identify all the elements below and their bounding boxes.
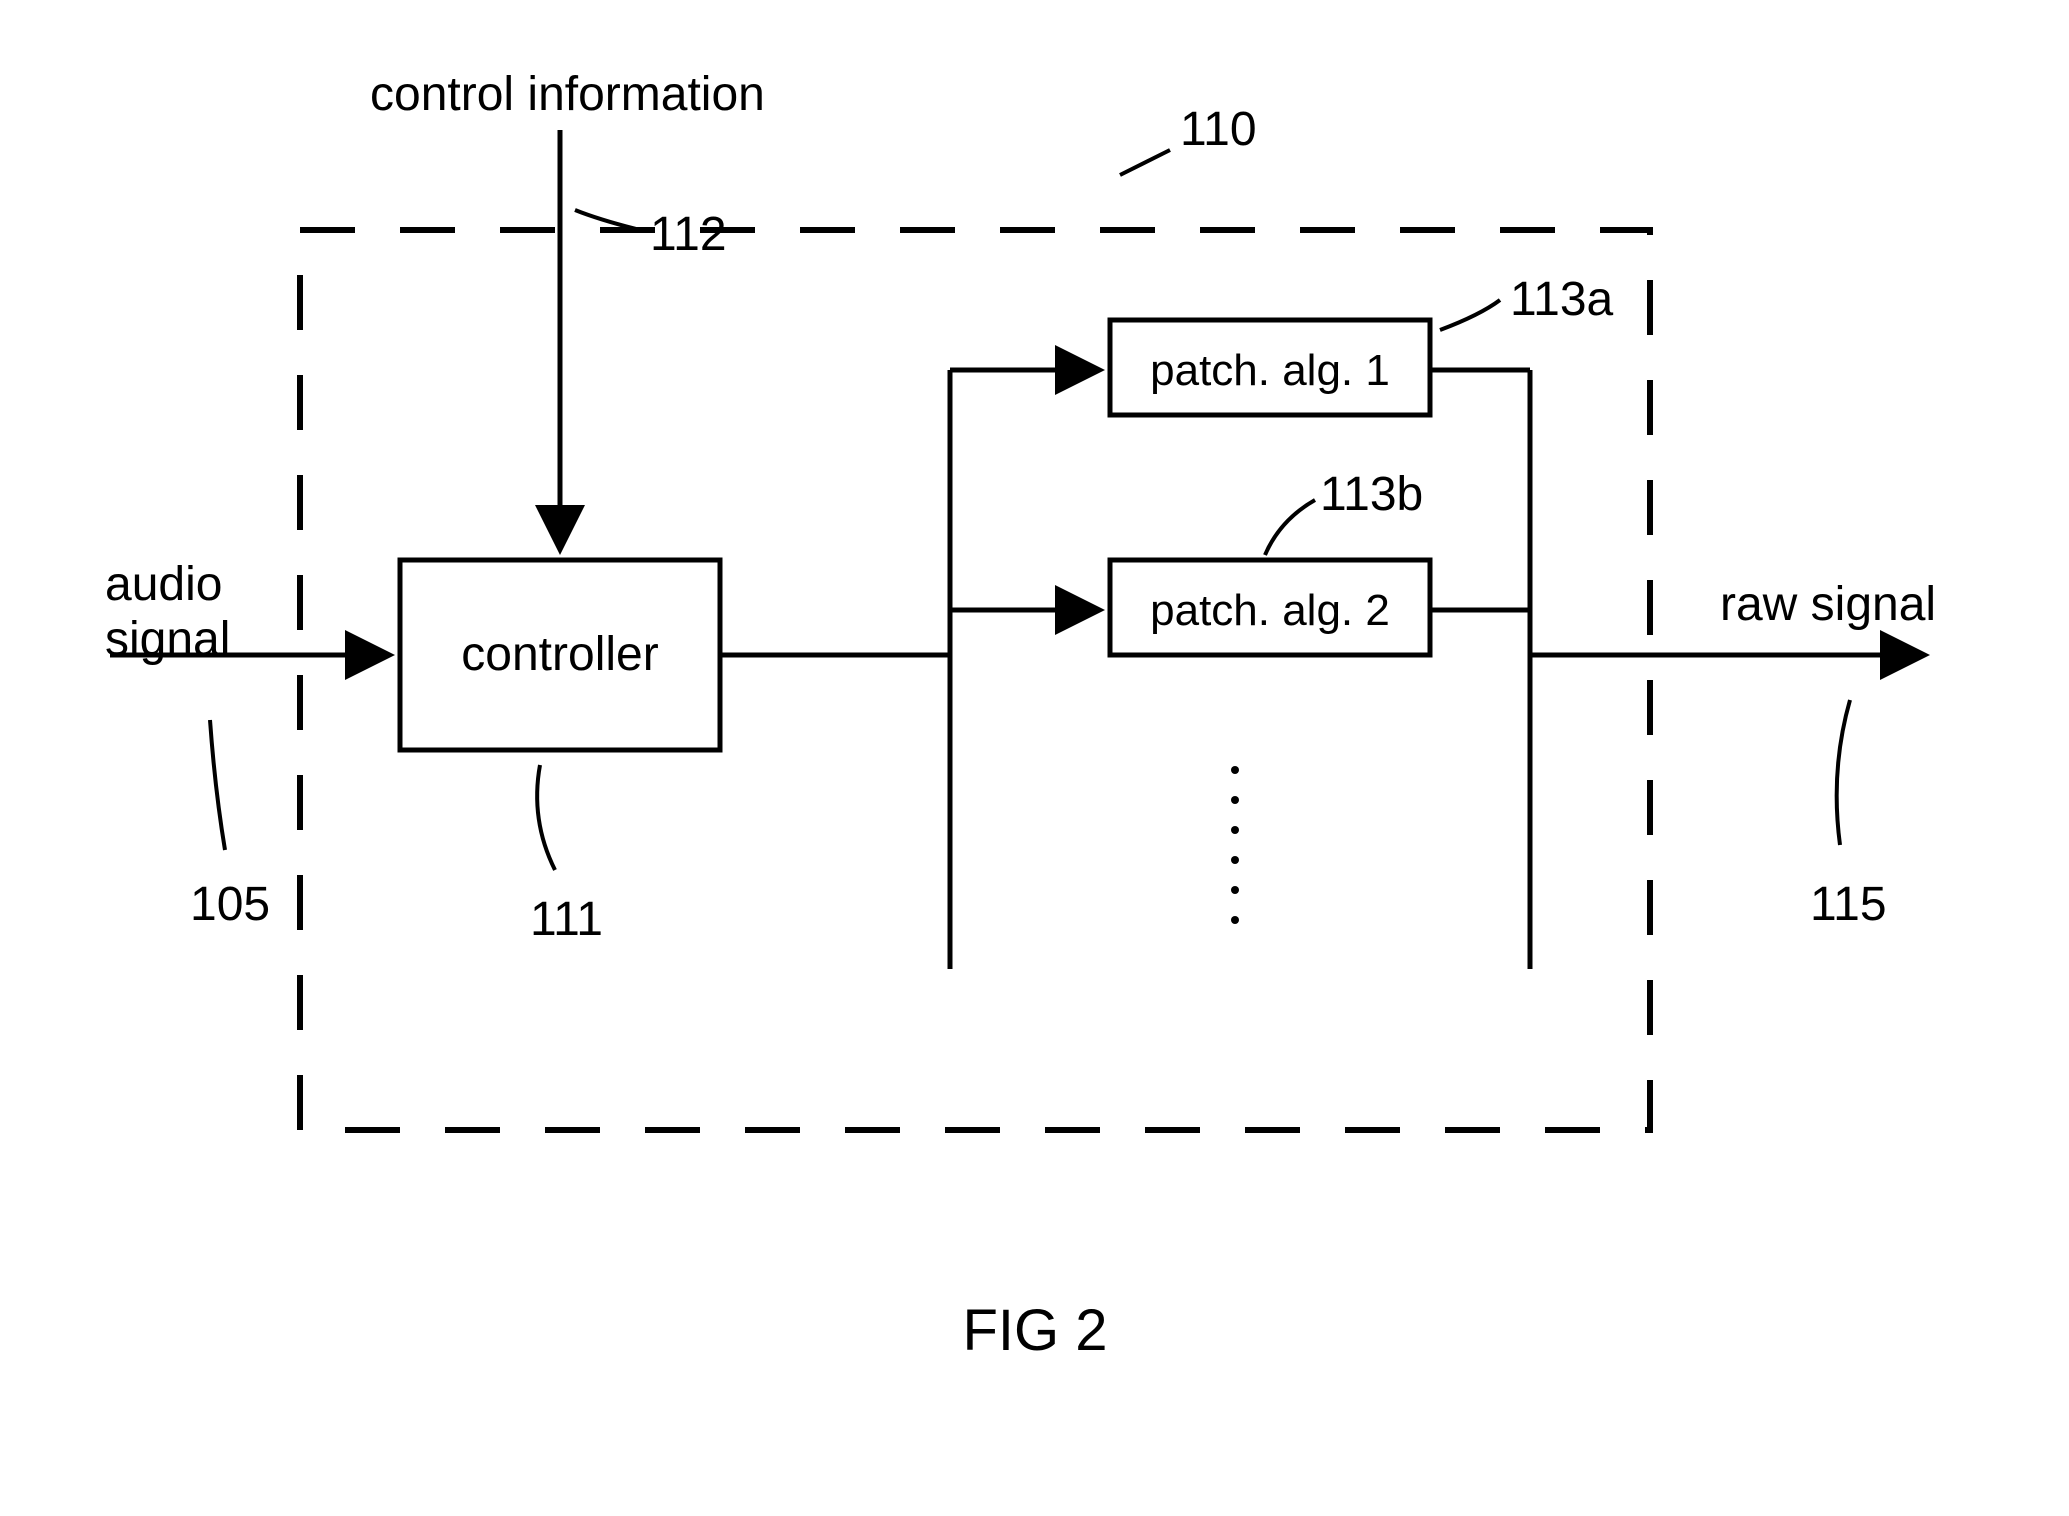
dots-mid-2 xyxy=(1231,796,1239,804)
dots-mid-4 xyxy=(1231,856,1239,864)
ref-113b: 113b xyxy=(1320,468,1423,521)
ref-113a-curve xyxy=(1440,300,1500,330)
patch-alg-2-label: patch. alg. 2 xyxy=(1150,586,1390,635)
ref-115-curve xyxy=(1837,700,1850,845)
ref-105: 105 xyxy=(190,878,270,931)
audio-signal-label-1: audio xyxy=(105,558,222,611)
audio-signal-label-2: signal xyxy=(105,613,230,666)
ref-113a: 113a xyxy=(1510,273,1614,326)
dots-mid-3 xyxy=(1231,826,1239,834)
patch-alg-1-label: patch. alg. 1 xyxy=(1150,346,1390,395)
block-diagram: controller patch. alg. 1 patch. alg. 2 a… xyxy=(0,0,2069,1511)
ref-112: 112 xyxy=(650,208,727,261)
ref-113b-curve xyxy=(1265,500,1315,555)
figure-label: FIG 2 xyxy=(962,1298,1107,1363)
dots-mid-5 xyxy=(1231,886,1239,894)
controller-label: controller xyxy=(461,628,658,681)
ref-111: 111 xyxy=(530,893,603,946)
ref-105-curve xyxy=(210,720,225,850)
control-info-label: control information xyxy=(370,68,765,121)
dots-mid-6 xyxy=(1231,916,1239,924)
ref-115: 115 xyxy=(1810,878,1887,931)
diagram-svg: controller patch. alg. 1 patch. alg. 2 a… xyxy=(0,0,2069,1511)
raw-signal-label: raw signal xyxy=(1720,578,1936,631)
dots-mid-1 xyxy=(1231,766,1239,774)
ref-110-curve xyxy=(1120,150,1170,175)
ref-110: 110 xyxy=(1180,103,1257,156)
ref-111-curve xyxy=(537,765,555,870)
